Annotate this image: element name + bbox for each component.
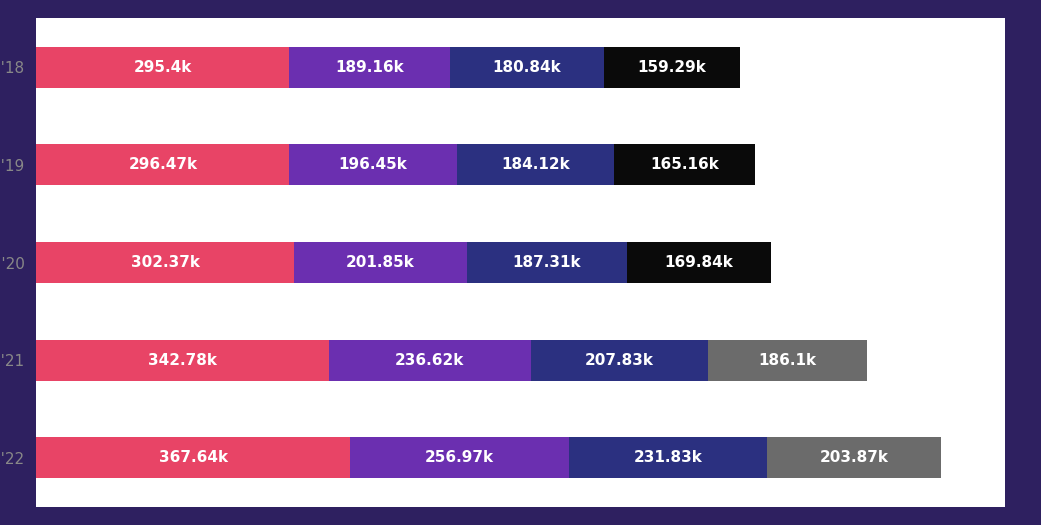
Text: 295.4k: 295.4k (133, 60, 192, 75)
Bar (466, 242, 627, 283)
Text: 189.16k: 189.16k (335, 60, 404, 75)
Text: 159.29k: 159.29k (638, 60, 707, 75)
Text: 203.87k: 203.87k (819, 450, 889, 465)
Text: 180.84k: 180.84k (492, 60, 561, 75)
Text: 231.83k: 231.83k (634, 450, 703, 465)
Text: 187.31k: 187.31k (512, 255, 581, 270)
Bar (289, 144, 457, 185)
Text: 201.85k: 201.85k (347, 255, 415, 270)
Text: 236.62k: 236.62k (396, 353, 464, 367)
Text: 296.47k: 296.47k (128, 158, 198, 172)
Text: 169.84k: 169.84k (664, 255, 734, 270)
Bar (36, 242, 295, 283)
Text: 184.12k: 184.12k (501, 158, 570, 172)
Bar (36, 47, 288, 88)
Bar (627, 242, 771, 283)
Text: 207.83k: 207.83k (585, 353, 654, 367)
Bar (295, 242, 466, 283)
Text: 256.97k: 256.97k (425, 450, 494, 465)
Text: 367.64k: 367.64k (158, 450, 228, 465)
Bar (457, 144, 614, 185)
Bar (350, 437, 569, 478)
Bar (288, 47, 450, 88)
Text: 196.45k: 196.45k (338, 158, 408, 172)
Text: 165.16k: 165.16k (651, 158, 719, 172)
Bar (36, 144, 289, 185)
Bar (569, 437, 767, 478)
Bar (604, 47, 740, 88)
Text: 342.78k: 342.78k (148, 353, 218, 367)
Bar (36, 340, 329, 381)
Bar (767, 437, 941, 478)
Bar (614, 144, 755, 185)
Text: 302.37k: 302.37k (131, 255, 200, 270)
Bar (450, 47, 604, 88)
Bar (329, 340, 531, 381)
Bar (36, 437, 350, 478)
Bar (531, 340, 708, 381)
Bar (708, 340, 867, 381)
Text: 186.1k: 186.1k (759, 353, 817, 367)
